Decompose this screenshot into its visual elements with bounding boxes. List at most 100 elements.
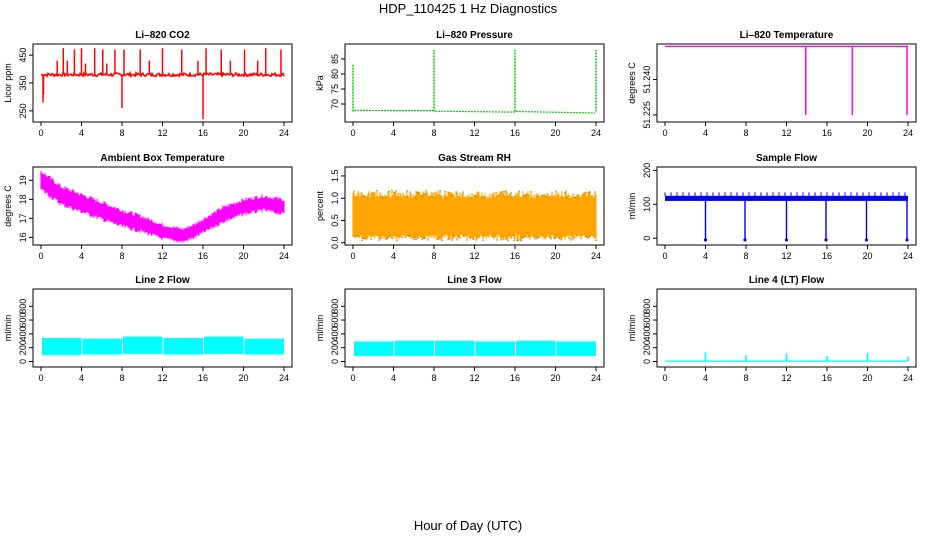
point-mark [491, 235, 493, 238]
y-tick-label: 600 [330, 313, 340, 328]
point-mark [555, 190, 557, 192]
point-mark [461, 193, 463, 195]
point-mark [364, 195, 366, 198]
point-mark [397, 192, 399, 195]
y-tick-label: 75 [330, 84, 340, 94]
x-tick-label: 24 [279, 251, 289, 261]
chart-panel-4: Ambient Box Temperature 0 4 8 12 16 20 24 16 17 18… [3, 153, 293, 261]
point-mark [475, 195, 477, 197]
point-mark [363, 195, 365, 197]
y-tick-label: 600 [18, 313, 28, 328]
x-tick-label: 0 [662, 251, 667, 261]
point-mark [483, 235, 485, 237]
y-tick-label: 85 [330, 54, 340, 64]
x-tick-label: 8 [431, 373, 436, 383]
point-mark [507, 240, 509, 242]
y-axis-label: ml/min [3, 315, 13, 342]
x-tick-label: 12 [781, 128, 791, 138]
point-mark [404, 236, 406, 238]
point-mark [591, 195, 593, 197]
point-mark [576, 194, 578, 196]
x-tick-label: 12 [469, 251, 479, 261]
chart-panel-1: Li–820 CO2 0 4 8 12 16 20 24 250 350 450 Licor ppm [3, 30, 293, 138]
point-mark [573, 236, 575, 238]
x-tick-label: 12 [469, 373, 479, 383]
y-axis-label: ml/min [315, 315, 325, 342]
x-tick-label: 24 [591, 128, 601, 138]
point-mark [417, 237, 419, 239]
point-mark [505, 190, 507, 192]
y-tick-label: 1.5 [330, 170, 340, 183]
y-tick-label: 70 [330, 99, 340, 109]
point-mark [375, 197, 377, 199]
y-tick-label: 19 [18, 175, 28, 185]
point-mark [391, 237, 393, 239]
y-axis-label: Licor ppm [3, 63, 13, 103]
series-line [353, 109, 596, 114]
point-mark [568, 237, 570, 240]
point-mark [353, 190, 355, 192]
point-mark [407, 195, 409, 198]
point-mark [422, 237, 424, 239]
point-mark [564, 191, 566, 194]
y-axis-label: degrees C [627, 62, 637, 104]
x-tick-label: 20 [238, 251, 248, 261]
figure-title: HDP_110425 1 Hz Diagnostics [378, 1, 558, 16]
point-mark [507, 195, 509, 197]
point-mark [442, 235, 444, 237]
point-mark [509, 194, 511, 196]
point-mark [469, 237, 471, 239]
point-mark [496, 239, 498, 241]
point-mark [558, 238, 560, 240]
x-tick-label: 4 [703, 251, 708, 261]
data-series [40, 171, 285, 243]
x-tick-label: 16 [198, 373, 208, 383]
x-tick-label: 16 [510, 251, 520, 261]
point-mark [427, 239, 429, 241]
point-mark [483, 196, 485, 198]
chart-panel-9: Line 4 (LT) Flow 0 4 8 12 16 20 24 0 200400600800… [627, 275, 917, 383]
point-mark [496, 195, 498, 197]
chart-panel-6: Sample Flow 0 4 8 12 16 20 24 0 100 200 ml/min [627, 153, 917, 261]
flow-block [204, 336, 244, 354]
flow-block [394, 340, 434, 356]
y-tick-label: 250 [18, 103, 28, 118]
point-mark [471, 236, 473, 239]
x-tick-label: 12 [157, 251, 167, 261]
point-mark [423, 237, 425, 240]
x-tick-label: 24 [279, 373, 289, 383]
point-mark [431, 195, 433, 197]
point-mark [462, 191, 464, 193]
y-tick-label: 800 [18, 299, 28, 314]
data-series [352, 189, 597, 242]
point-mark [504, 196, 506, 198]
point-mark [433, 197, 435, 199]
y-tick-label: 200 [330, 340, 340, 355]
x-tick-label: 16 [822, 373, 832, 383]
point-mark [574, 196, 576, 198]
x-tick-label: 0 [38, 373, 43, 383]
point-mark [541, 194, 543, 196]
point-mark [453, 235, 455, 237]
point-mark [432, 192, 434, 194]
point-mark [557, 236, 559, 238]
point-mark [396, 239, 398, 242]
point-mark [588, 191, 590, 193]
point-mark [437, 237, 439, 239]
x-tick-label: 4 [703, 128, 708, 138]
point-mark [530, 235, 532, 237]
point-mark [560, 239, 562, 241]
point-mark [458, 195, 460, 197]
x-tick-label: 4 [391, 128, 396, 138]
point-mark [355, 195, 357, 197]
point-mark [538, 236, 540, 238]
y-tick-label: 80 [330, 69, 340, 79]
x-tick-label: 8 [119, 251, 124, 261]
point-mark [447, 191, 449, 193]
point-mark [543, 194, 545, 196]
chart-title: Li–820 Pressure [436, 30, 513, 41]
point-mark [589, 191, 591, 193]
point-mark [421, 194, 423, 196]
point-mark [525, 193, 527, 196]
chart-panel-2: Li–820 Pressure 0 4 8 12 16 20 24 70 75 80 85 kPa [315, 30, 605, 138]
